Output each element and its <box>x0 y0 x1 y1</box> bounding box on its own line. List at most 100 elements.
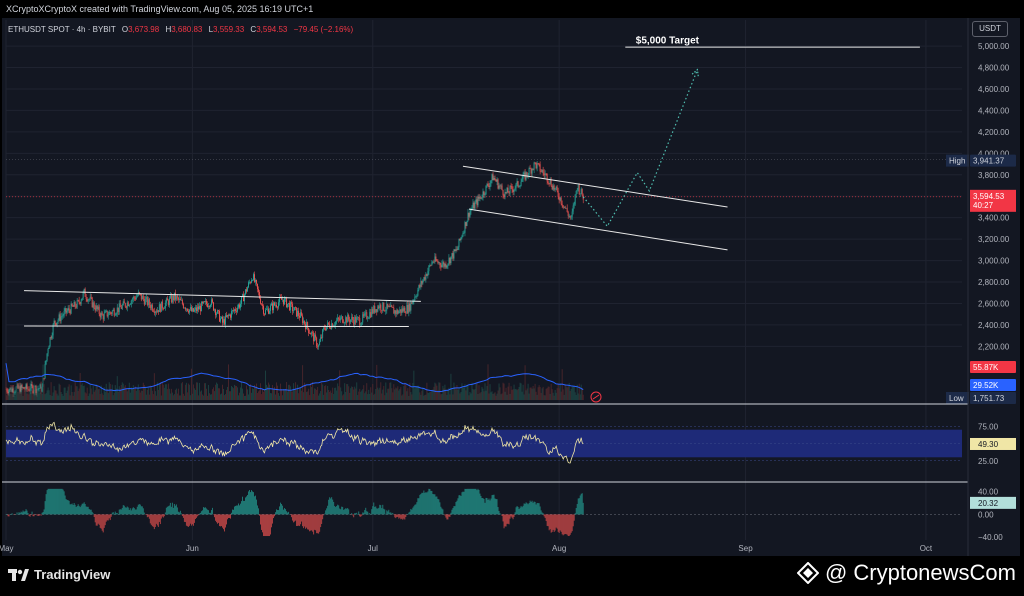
momentum-bar <box>430 490 432 515</box>
volume-bar <box>371 392 373 400</box>
volume-bar <box>72 395 74 400</box>
candle-body <box>177 297 179 300</box>
momentum-bar <box>533 501 535 515</box>
volume-bar <box>565 386 567 400</box>
momentum-bar <box>88 509 90 515</box>
momentum-bar <box>408 512 410 515</box>
candle-body <box>476 199 478 206</box>
volume-bar <box>475 383 477 400</box>
momentum-bar <box>321 514 323 524</box>
momentum-bar <box>160 514 162 519</box>
rsi-plot[interactable] <box>5 421 962 464</box>
candle-body <box>248 282 249 288</box>
volume-bar <box>210 394 212 400</box>
volume-bar <box>405 384 407 400</box>
volume-bar <box>148 394 150 400</box>
momentum-bar <box>510 514 512 517</box>
candle-body <box>469 211 471 217</box>
momentum-bar <box>450 512 452 515</box>
volume-bar <box>425 394 427 400</box>
momentum-bar <box>76 505 78 515</box>
momentum-bar <box>508 514 510 525</box>
momentum-bar <box>480 495 482 515</box>
high-value-label: 3,941.37 <box>973 157 1005 166</box>
momentum-bar <box>197 514 199 516</box>
currency-button[interactable]: USDT <box>972 21 1008 37</box>
volume-bar <box>227 386 228 400</box>
candle-body <box>49 337 51 346</box>
momentum-bar <box>157 514 159 527</box>
candle-body <box>120 307 122 309</box>
volume-bar <box>469 391 471 400</box>
volume-bar <box>396 388 398 400</box>
volume-bar <box>204 383 206 400</box>
price-tick-label: 2,600.00 <box>978 299 1010 308</box>
volume-bar <box>102 395 104 400</box>
volume-bar <box>160 395 162 400</box>
volume-bar <box>494 392 496 400</box>
candle-body <box>166 298 168 301</box>
volume-bar <box>523 394 525 400</box>
volume-bar <box>37 390 39 400</box>
candle-body <box>480 197 482 199</box>
volume-bar <box>136 388 138 400</box>
symbol-legend[interactable]: ETHUSDT SPOT · 4h · BYBIT O3,673.98 H3,6… <box>8 25 353 34</box>
volume-bar <box>554 389 556 400</box>
candle-body <box>473 202 475 209</box>
candle-body <box>175 296 177 300</box>
candle-body <box>134 298 136 300</box>
momentum-bar <box>16 512 18 515</box>
tradingview-logo[interactable]: TradingView <box>8 567 110 582</box>
momentum-bar <box>338 505 340 515</box>
momentum-plot[interactable] <box>5 488 962 537</box>
volume-bar <box>509 393 511 400</box>
candle-body <box>20 385 22 393</box>
momentum-bar <box>84 504 86 515</box>
momentum-bar <box>397 514 399 517</box>
momentum-bar <box>389 512 391 515</box>
momentum-bar <box>25 509 27 515</box>
volume-bar <box>18 382 20 400</box>
volume-bar <box>21 390 23 400</box>
momentum-bar <box>388 509 390 515</box>
candle-body <box>430 265 432 266</box>
momentum-bar <box>235 505 236 515</box>
candle-body <box>321 337 323 338</box>
volume-bar <box>63 387 65 400</box>
candle-body <box>180 300 182 301</box>
pane-dividers[interactable] <box>2 18 969 556</box>
volume-bar <box>100 385 102 400</box>
low-label: L <box>208 25 214 34</box>
volume-bar <box>337 383 339 400</box>
candle-body <box>273 302 275 311</box>
momentum-bar <box>411 509 413 515</box>
candle-body <box>100 312 102 318</box>
volume-bar <box>430 391 432 400</box>
candle-body <box>418 285 420 291</box>
volume-bar <box>34 386 36 400</box>
volume-bar <box>279 395 281 400</box>
candle-body <box>228 314 229 316</box>
candle-body <box>113 309 115 316</box>
candle-body <box>384 310 386 312</box>
candle-body <box>374 305 376 313</box>
volume-bar <box>292 391 294 400</box>
candle-body <box>189 307 191 310</box>
candle-body <box>367 318 369 320</box>
volume-bar <box>232 387 233 400</box>
momentum-bar <box>553 514 555 532</box>
volume-bar <box>99 393 101 400</box>
price-axis[interactable]: 5,000.004,800.004,600.004,400.004,200.00… <box>946 42 1016 542</box>
candle-body <box>7 391 9 394</box>
volume-bar <box>378 389 380 400</box>
candle-body <box>215 313 217 316</box>
price-tick-label: 5,000.00 <box>978 42 1010 51</box>
volume-bar <box>499 387 501 400</box>
momentum-bar <box>550 514 552 533</box>
price-plot[interactable]: $5,000 Target <box>5 36 962 403</box>
volume-bar <box>529 387 531 400</box>
momentum-bar <box>570 514 572 533</box>
volume-bar <box>366 383 368 400</box>
candle-body <box>543 172 545 176</box>
time-axis[interactable]: May Jun Jul Aug Sep Oct <box>0 544 933 553</box>
